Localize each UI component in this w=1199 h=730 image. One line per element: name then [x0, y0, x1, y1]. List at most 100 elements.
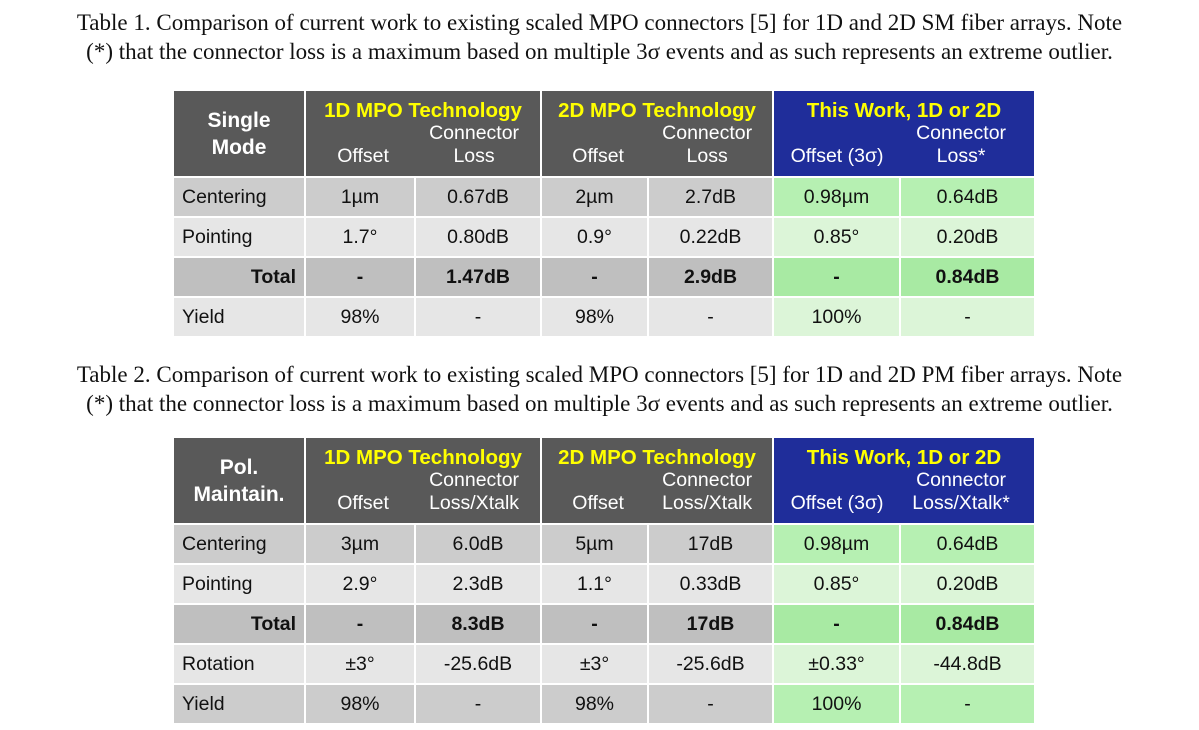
table2-group1-title: 1D MPO Technology — [324, 446, 522, 469]
table-cell: - — [540, 256, 649, 298]
table-cell: 0.84dB — [898, 603, 1037, 645]
table1-g3-loss-header: Connector Loss* — [894, 122, 1028, 168]
table-cell: -25.6dB — [647, 643, 774, 685]
table-cell: -44.8dB — [898, 643, 1037, 685]
table2-pol-maintain: Pol. Maintain. 1D MPO Technology Offset … — [172, 436, 1037, 725]
table1-corner-header: Single Mode — [172, 89, 306, 178]
table-row-total: Total - 1.47dB - 2.9dB - 0.84dB — [172, 256, 1037, 298]
table-cell: 0.98µm — [772, 176, 901, 218]
table2-caption: Table 2. Comparison of current work to e… — [8, 360, 1191, 418]
table-cell: ±0.33° — [772, 643, 901, 685]
table2-group-1d-mpo: 1D MPO Technology Offset Connector Loss/… — [304, 436, 542, 525]
table-cell: 0.64dB — [898, 176, 1037, 218]
table2-g2-loss-line1: Connector — [662, 469, 753, 491]
table1-caption: Table 1. Comparison of current work to e… — [8, 8, 1191, 66]
table1-header-row: Single Mode 1D MPO Technology Offset Con… — [172, 89, 1037, 178]
table1-group2-title: 2D MPO Technology — [558, 99, 756, 122]
table2-g1-loss-line2: Loss/Xtalk — [429, 492, 520, 514]
table2-g3-loss-line1: Connector — [916, 469, 1007, 491]
table-row: Pointing 2.9° 2.3dB 1.1° 0.33dB 0.85° 0.… — [172, 563, 1037, 605]
table1-g1-loss-line2: Loss — [453, 145, 495, 167]
table-cell: - — [898, 296, 1037, 338]
table-cell: - — [647, 683, 774, 725]
table-cell: - — [540, 603, 649, 645]
table1-g3-offset-header: Offset (3σ) — [790, 145, 884, 167]
row-label: Yield — [172, 683, 306, 725]
table1-group1-title: 1D MPO Technology — [324, 99, 522, 122]
table1-group-1d-mpo: 1D MPO Technology Offset Connector Loss — [304, 89, 542, 178]
table1-g1-loss-header: Connector Loss — [414, 122, 534, 168]
table-cell: 3µm — [304, 523, 416, 565]
table1-g2-loss-line1: Connector — [662, 122, 753, 144]
table2-g1-loss-line1: Connector — [429, 469, 520, 491]
table-row-total: Total - 8.3dB - 17dB - 0.84dB — [172, 603, 1037, 645]
table-row: Pointing 1.7° 0.80dB 0.9° 0.22dB 0.85° 0… — [172, 216, 1037, 258]
table-cell: 1.1° — [540, 563, 649, 605]
table-cell: 8.3dB — [414, 603, 542, 645]
table-row: Rotation ±3° -25.6dB ±3° -25.6dB ±0.33° … — [172, 643, 1037, 685]
table2-g2-loss-header: Connector Loss/Xtalk — [648, 469, 766, 515]
table-cell: 2.9° — [304, 563, 416, 605]
table2-group-this-work: This Work, 1D or 2D Offset (3σ) Connecto… — [771, 436, 1037, 525]
table-cell: 98% — [304, 296, 416, 338]
row-label: Total — [172, 256, 306, 298]
table-cell: 17dB — [647, 603, 774, 645]
table-cell: - — [414, 683, 542, 725]
row-label: Pointing — [172, 563, 306, 605]
table-cell: 0.98µm — [772, 523, 901, 565]
table-cell: ±3° — [304, 643, 416, 685]
table1-caption-line1: Table 1. Comparison of current work to e… — [76, 10, 1123, 35]
table-cell: 5µm — [540, 523, 649, 565]
table-cell: 0.9° — [540, 216, 649, 258]
table2-header-row: Pol. Maintain. 1D MPO Technology Offset … — [172, 436, 1037, 525]
table1-g1-offset-header: Offset — [337, 145, 389, 167]
table-cell: 2.9dB — [647, 256, 774, 298]
table-cell: 98% — [540, 683, 649, 725]
table-cell: 0.85° — [772, 216, 901, 258]
table1-g2-loss-line2: Loss — [686, 145, 728, 167]
table2-g3-loss-line2: Loss/Xtalk* — [912, 492, 1010, 514]
row-label: Rotation — [172, 643, 306, 685]
table2-g3-offset-header: Offset (3σ) — [790, 492, 884, 514]
table-row: Yield 98% - 98% - 100% - — [172, 296, 1037, 338]
table2-corner-line1: Pol. — [219, 455, 259, 479]
table2-g2-loss-line2: Loss/Xtalk — [662, 492, 753, 514]
table-cell: ±3° — [540, 643, 649, 685]
table-cell: 2.3dB — [414, 563, 542, 605]
table2-group3-title: This Work, 1D or 2D — [806, 446, 1002, 469]
table-cell: 17dB — [647, 523, 774, 565]
table-cell: 98% — [304, 683, 416, 725]
table-cell: 100% — [772, 296, 901, 338]
table2-caption-line2: (*) that the connector loss is a maximum… — [86, 391, 1113, 416]
table-cell: 2.7dB — [647, 176, 774, 218]
table-cell: 0.64dB — [898, 523, 1037, 565]
table1-corner-line2: Mode — [211, 135, 267, 159]
table1-g2-loss-header: Connector Loss — [648, 122, 766, 168]
table-cell: 98% — [540, 296, 649, 338]
table-cell: 0.67dB — [414, 176, 542, 218]
table-cell: 0.85° — [772, 563, 901, 605]
table-row: Centering 3µm 6.0dB 5µm 17dB 0.98µm 0.64… — [172, 523, 1037, 565]
table-cell: 2µm — [540, 176, 649, 218]
table1-g3-loss-line2: Loss* — [936, 145, 986, 167]
table2-corner-header: Pol. Maintain. — [172, 436, 306, 525]
table-cell: - — [898, 683, 1037, 725]
table-cell: - — [304, 256, 416, 298]
table2-corner-line2: Maintain. — [193, 482, 285, 506]
table1-group-2d-mpo: 2D MPO Technology Offset Connector Loss — [540, 89, 774, 178]
row-label: Pointing — [172, 216, 306, 258]
table-cell: 0.20dB — [898, 563, 1037, 605]
table-cell: 6.0dB — [414, 523, 542, 565]
table2-g1-offset-header: Offset — [337, 492, 389, 514]
table1-single-mode: Single Mode 1D MPO Technology Offset Con… — [172, 89, 1037, 338]
table-cell: - — [414, 296, 542, 338]
table2-group2-title: 2D MPO Technology — [558, 446, 756, 469]
table2-caption-line1: Table 2. Comparison of current work to e… — [76, 362, 1123, 387]
table-cell: 0.80dB — [414, 216, 542, 258]
table-cell: 1.7° — [304, 216, 416, 258]
table-cell: 1µm — [304, 176, 416, 218]
table1-g3-loss-line1: Connector — [916, 122, 1007, 144]
table-cell: - — [647, 296, 774, 338]
table1-g1-loss-line1: Connector — [429, 122, 520, 144]
table-cell: 0.33dB — [647, 563, 774, 605]
